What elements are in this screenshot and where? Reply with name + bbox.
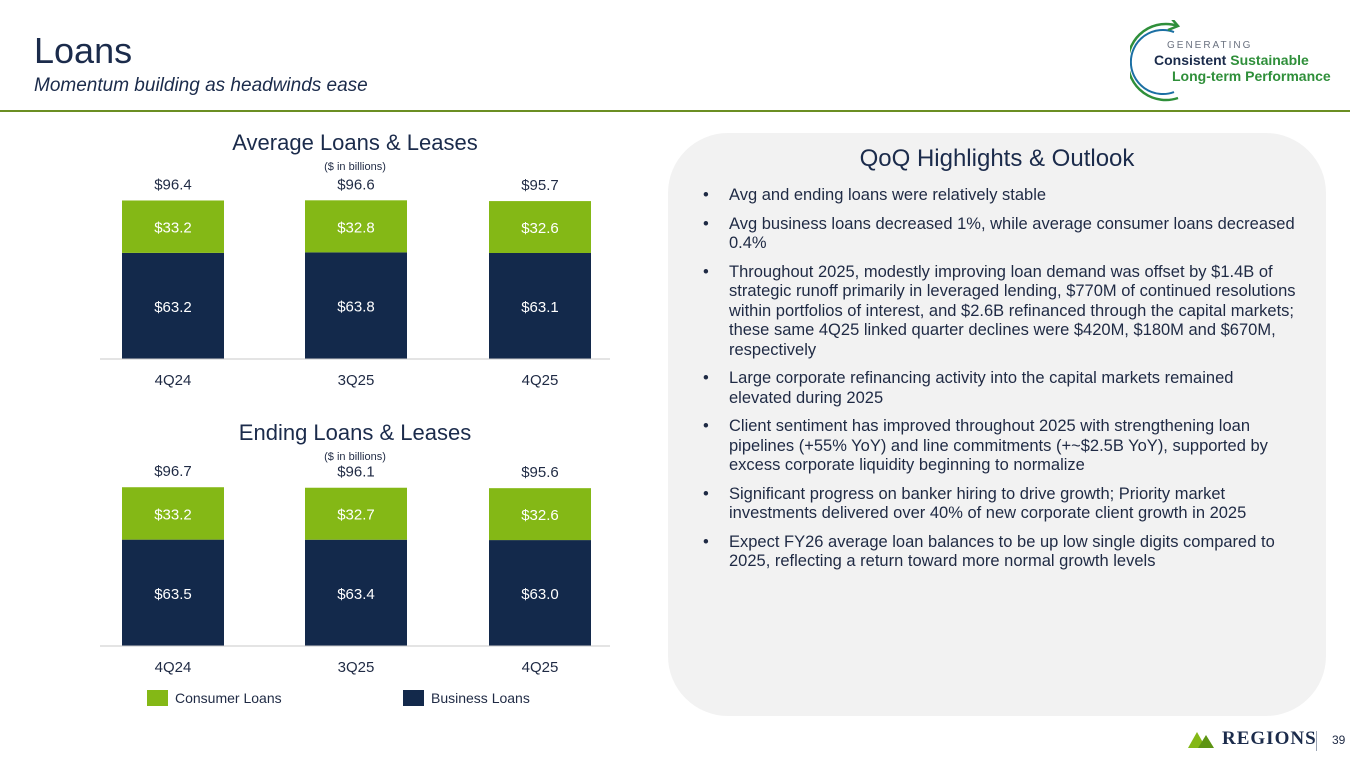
consumer-bar [122, 200, 224, 253]
regions-logo: REGIONS [1188, 728, 1317, 750]
legend-business-label: Business Loans [431, 690, 530, 706]
consumer-value-label: $32.8 [337, 219, 375, 236]
category-label: 3Q25 [338, 372, 375, 389]
business-value-label: $63.0 [521, 586, 559, 603]
pyramid-icon [1188, 732, 1214, 748]
category-label: 4Q25 [522, 372, 559, 389]
business-bar [489, 540, 591, 646]
highlight-bullet: Client sentiment has improved throughout… [700, 417, 1300, 476]
chart-title: Average Loans & Leases [232, 130, 477, 155]
business-value-label: $63.5 [154, 586, 192, 603]
regions-brand: REGIONS [1222, 728, 1317, 749]
tagline-sustainable: Sustainable [1230, 52, 1309, 68]
business-bar [489, 252, 591, 359]
footer-divider [1316, 731, 1317, 751]
chart-subtitle: ($ in billions) [324, 451, 386, 463]
header-divider [0, 110, 1350, 112]
highlight-bullet: Large corporate refinancing activity int… [700, 369, 1300, 408]
legend-business: Business Loans [403, 690, 530, 706]
page-subtitle: Momentum building as headwinds ease [34, 75, 368, 96]
business-value-label: $63.1 [521, 299, 559, 316]
tagline-logo: GENERATING Consistent Sustainable Long-t… [1130, 20, 1345, 102]
highlight-bullet: Throughout 2025, modestly improving loan… [700, 263, 1300, 361]
consumer-bar [489, 201, 591, 253]
consumer-bar [305, 200, 407, 253]
total-value-label: $96.4 [154, 176, 192, 193]
business-value-label: $63.8 [337, 299, 375, 316]
business-bar [305, 539, 407, 646]
consumer-value-label: $33.2 [154, 220, 192, 237]
total-value-label: $96.6 [337, 176, 375, 193]
category-label: 3Q25 [338, 659, 375, 676]
consumer-value-label: $32.7 [337, 507, 375, 524]
consumer-bar [305, 487, 407, 540]
consumer-value-label: $32.6 [521, 220, 559, 237]
page-title: Loans [34, 30, 133, 71]
consumer-bar [489, 488, 591, 541]
highlight-bullet: Avg business loans decreased 1%, while a… [700, 215, 1300, 254]
highlight-bullet: Expect FY26 average loan balances to be … [700, 533, 1300, 572]
tagline-consistent: Consistent [1154, 52, 1227, 68]
category-label: 4Q24 [155, 659, 192, 676]
business-bar [122, 539, 224, 646]
tagline-line-2: Long-term Performance [1172, 68, 1331, 84]
total-value-label: $96.7 [154, 463, 192, 480]
arc-arrow-icon [1130, 20, 1181, 102]
tagline-line-1: Consistent Sustainable [1154, 52, 1309, 68]
highlight-bullet: Avg and ending loans were relatively sta… [700, 186, 1300, 206]
business-value-label: $63.2 [154, 299, 192, 316]
category-label: 4Q25 [522, 659, 559, 676]
page-number: 39 [1332, 733, 1346, 747]
total-value-label: $95.6 [521, 464, 559, 481]
legend-consumer: Consumer Loans [147, 690, 282, 706]
total-value-label: $96.1 [337, 464, 375, 481]
legend-business-swatch [403, 690, 424, 706]
business-bar [122, 252, 224, 359]
consumer-value-label: $32.6 [521, 507, 559, 524]
total-value-label: $95.7 [521, 177, 559, 194]
chart-subtitle: ($ in billions) [324, 161, 386, 173]
legend-consumer-swatch [147, 690, 168, 706]
highlights-title: QoQ Highlights & Outlook [859, 145, 1135, 172]
category-label: 4Q24 [155, 372, 192, 389]
highlight-bullet: Significant progress on banker hiring to… [700, 485, 1300, 524]
legend-consumer-label: Consumer Loans [175, 690, 282, 706]
highlights-list: Avg and ending loans were relatively sta… [700, 186, 1300, 581]
tagline-generating: GENERATING [1167, 40, 1253, 51]
consumer-bar [122, 487, 224, 540]
loans-charts: Average Loans & Leases ($ in billions) $63… [100, 130, 610, 676]
consumer-value-label: $33.2 [154, 506, 192, 523]
chart-title: Ending Loans & Leases [239, 420, 471, 445]
business-bar [305, 252, 407, 359]
business-value-label: $63.4 [337, 586, 375, 603]
